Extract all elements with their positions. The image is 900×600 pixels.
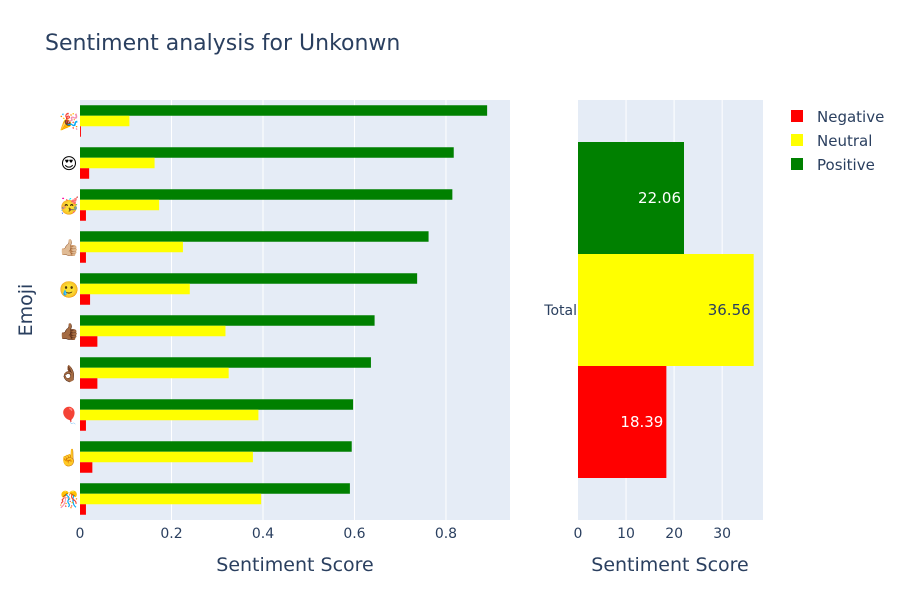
total-bar-neutral[interactable] [578, 254, 754, 366]
legend-label-negative[interactable]: Negative [817, 108, 884, 126]
value-label-neutral: 36.56 [708, 301, 751, 319]
bar-positive[interactable] [80, 357, 371, 368]
emoji-tick-label: 👍🏼 [59, 238, 79, 257]
bar-positive[interactable] [80, 441, 352, 452]
bar-negative[interactable] [80, 126, 81, 137]
legend-swatch-neutral[interactable] [791, 134, 803, 146]
bar-negative[interactable] [80, 462, 93, 473]
chart-title: Sentiment analysis for Unkonwn [45, 31, 400, 56]
emoji-tick-label: 👌🏾 [59, 364, 79, 383]
bar-positive[interactable] [80, 399, 354, 410]
bar-neutral[interactable] [80, 367, 229, 379]
bars-right [578, 142, 754, 478]
bar-positive[interactable] [80, 147, 454, 158]
bar-neutral[interactable] [80, 157, 155, 169]
legend-label-positive[interactable]: Positive [817, 156, 875, 174]
bar-negative[interactable] [80, 378, 98, 389]
legend-swatch-positive[interactable] [791, 158, 803, 170]
emoji-tick-label: 🎉 [59, 112, 79, 131]
x-tick-label: 0 [574, 526, 583, 542]
value-label-negative: 18.39 [620, 413, 663, 431]
x-tick-label: 0 [76, 526, 85, 542]
emoji-tick-label: 🥲 [59, 280, 79, 299]
value-label-positive: 22.06 [638, 189, 681, 207]
x-tick-label: 0.4 [252, 526, 274, 542]
bar-positive[interactable] [80, 231, 429, 242]
bar-neutral[interactable] [80, 451, 253, 463]
legend[interactable]: Negative Neutral Positive [791, 108, 884, 174]
bar-neutral[interactable] [80, 283, 190, 295]
bar-negative[interactable] [80, 336, 98, 347]
emoji-sentiment-panel: 0 0.2 0.4 0.6 0.8 🎉 😍 🥳 👍🏼 🥲 👍🏾 👌🏾 🎈 ☝️ 🎊 Sentiment S… [15, 100, 510, 576]
total-bar-positive[interactable] [578, 142, 685, 254]
y-axis-title-left: Emoji [15, 284, 37, 337]
bar-neutral[interactable] [80, 409, 259, 421]
emoji-tick-label: 👍🏾 [59, 322, 79, 341]
y-tick-labels-left: 🎉 😍 🥳 👍🏼 🥲 👍🏾 👌🏾 🎈 ☝️ 🎊 [59, 112, 79, 509]
total-bar-negative[interactable] [578, 366, 667, 478]
x-tick-label: 0.6 [343, 526, 365, 542]
emoji-tick-label: ☝️ [59, 448, 79, 467]
bar-negative[interactable] [80, 210, 86, 221]
emoji-tick-label: 🥳 [59, 196, 79, 215]
bar-neutral[interactable] [80, 493, 262, 505]
bars-left [80, 105, 488, 515]
x-axis-title-right: Sentiment Score [591, 554, 748, 576]
x-tick-label: 10 [617, 526, 635, 542]
x-tick-label: 20 [665, 526, 683, 542]
bar-negative[interactable] [80, 420, 86, 431]
x-tick-label: 0.8 [435, 526, 457, 542]
legend-label-neutral[interactable]: Neutral [817, 132, 872, 150]
bar-positive[interactable] [80, 105, 488, 116]
bar-neutral[interactable] [80, 325, 226, 337]
total-sentiment-panel: 22.06 36.56 18.39 0 10 20 30 Total Sentiment … [543, 100, 763, 576]
bar-negative[interactable] [80, 168, 90, 179]
y-tick-label-total: Total [543, 303, 577, 319]
bar-neutral[interactable] [80, 199, 160, 211]
bar-negative[interactable] [80, 294, 91, 305]
bar-value-labels-right: 22.06 36.56 18.39 [620, 189, 750, 431]
bar-positive[interactable] [80, 315, 375, 326]
x-tick-labels-right: 0 10 20 30 [574, 526, 732, 542]
x-tick-label: 30 [713, 526, 731, 542]
bar-negative[interactable] [80, 252, 86, 263]
emoji-tick-label: 🎈 [59, 406, 79, 425]
bar-positive[interactable] [80, 483, 350, 494]
x-axis-title-left: Sentiment Score [216, 554, 373, 576]
bar-positive[interactable] [80, 273, 418, 284]
x-tick-labels-left: 0 0.2 0.4 0.6 0.8 [76, 526, 458, 542]
emoji-tick-label: 🎊 [59, 490, 79, 509]
legend-swatch-negative[interactable] [791, 110, 803, 122]
bar-negative[interactable] [80, 504, 86, 515]
x-tick-label: 0.2 [160, 526, 182, 542]
emoji-tick-label: 😍 [61, 154, 78, 173]
bar-neutral[interactable] [80, 115, 130, 127]
bar-neutral[interactable] [80, 241, 183, 253]
bar-positive[interactable] [80, 189, 453, 200]
